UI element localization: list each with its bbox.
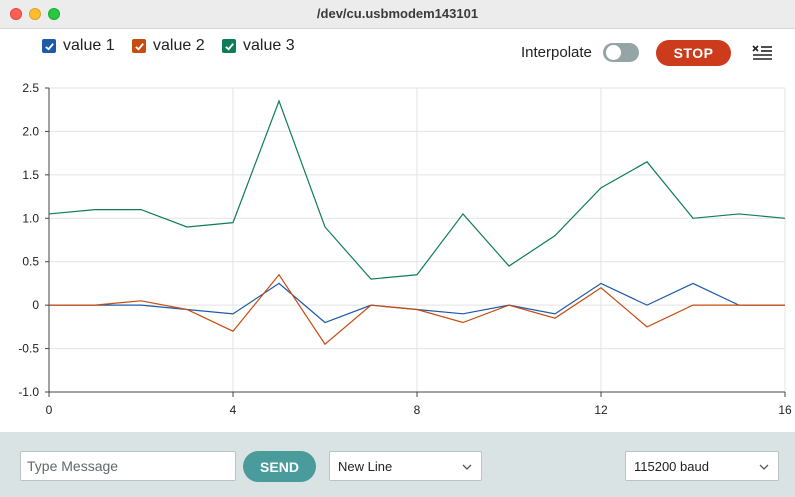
checkbox-checked-icon[interactable]	[222, 39, 236, 53]
y-tick-label: 0.5	[22, 255, 39, 269]
minimize-window-button[interactable]	[29, 8, 41, 20]
serial-plotter-chart: 2.5 2.0 1.5 1.0 0.5 0 -0.5 -1.0 0 4 8 12 16	[18, 81, 792, 417]
line-ending-value: New Line	[338, 458, 393, 474]
series-line-value-2	[49, 273, 785, 346]
legend-label: value 2	[153, 37, 205, 54]
y-tick-label: -1.0	[18, 385, 39, 399]
y-tick-label: 1.5	[22, 168, 39, 182]
interpolate-toggle[interactable]	[603, 43, 639, 62]
title-bar: /dev/cu.usbmodem143101	[0, 0, 795, 29]
send-button[interactable]: SEND	[243, 451, 316, 482]
legend-item-value-1[interactable]: value 1	[42, 36, 115, 56]
legend-item-value-3[interactable]: value 3	[222, 36, 295, 56]
line-ending-select[interactable]: New Line	[329, 451, 482, 481]
clear-output-icon[interactable]	[752, 43, 774, 63]
y-tick-label: 0	[32, 298, 39, 312]
interpolate-label: Interpolate	[521, 44, 592, 61]
x-tick-label: 4	[230, 403, 237, 417]
window-title: /dev/cu.usbmodem143101	[316, 6, 479, 21]
y-tick-label: -0.5	[18, 342, 39, 356]
baud-rate-select[interactable]: 115200 baud	[625, 451, 779, 481]
stop-button[interactable]: STOP	[656, 40, 731, 66]
toggle-knob	[606, 45, 621, 60]
zoom-window-button[interactable]	[48, 8, 60, 20]
chevron-down-icon	[462, 464, 472, 470]
x-tick-label: 12	[594, 403, 608, 417]
checkbox-checked-icon[interactable]	[132, 39, 146, 53]
x-tick-label: 8	[414, 403, 421, 417]
legend-label: value 1	[63, 37, 115, 54]
y-tick-label: 1.0	[22, 211, 39, 225]
checkbox-checked-icon[interactable]	[42, 39, 56, 53]
message-input[interactable]	[20, 451, 236, 481]
series-line-value-3	[48, 99, 786, 280]
x-tick-label: 16	[778, 403, 792, 417]
y-tick-label: 2.0	[22, 124, 39, 138]
legend-item-value-2[interactable]: value 2	[132, 36, 205, 56]
legend-label: value 3	[243, 37, 295, 54]
chevron-down-icon	[759, 464, 769, 470]
baud-rate-value: 115200 baud	[634, 458, 709, 474]
x-tick-label: 0	[46, 403, 53, 417]
y-tick-label: 2.5	[22, 81, 39, 95]
close-window-button[interactable]	[10, 8, 22, 20]
